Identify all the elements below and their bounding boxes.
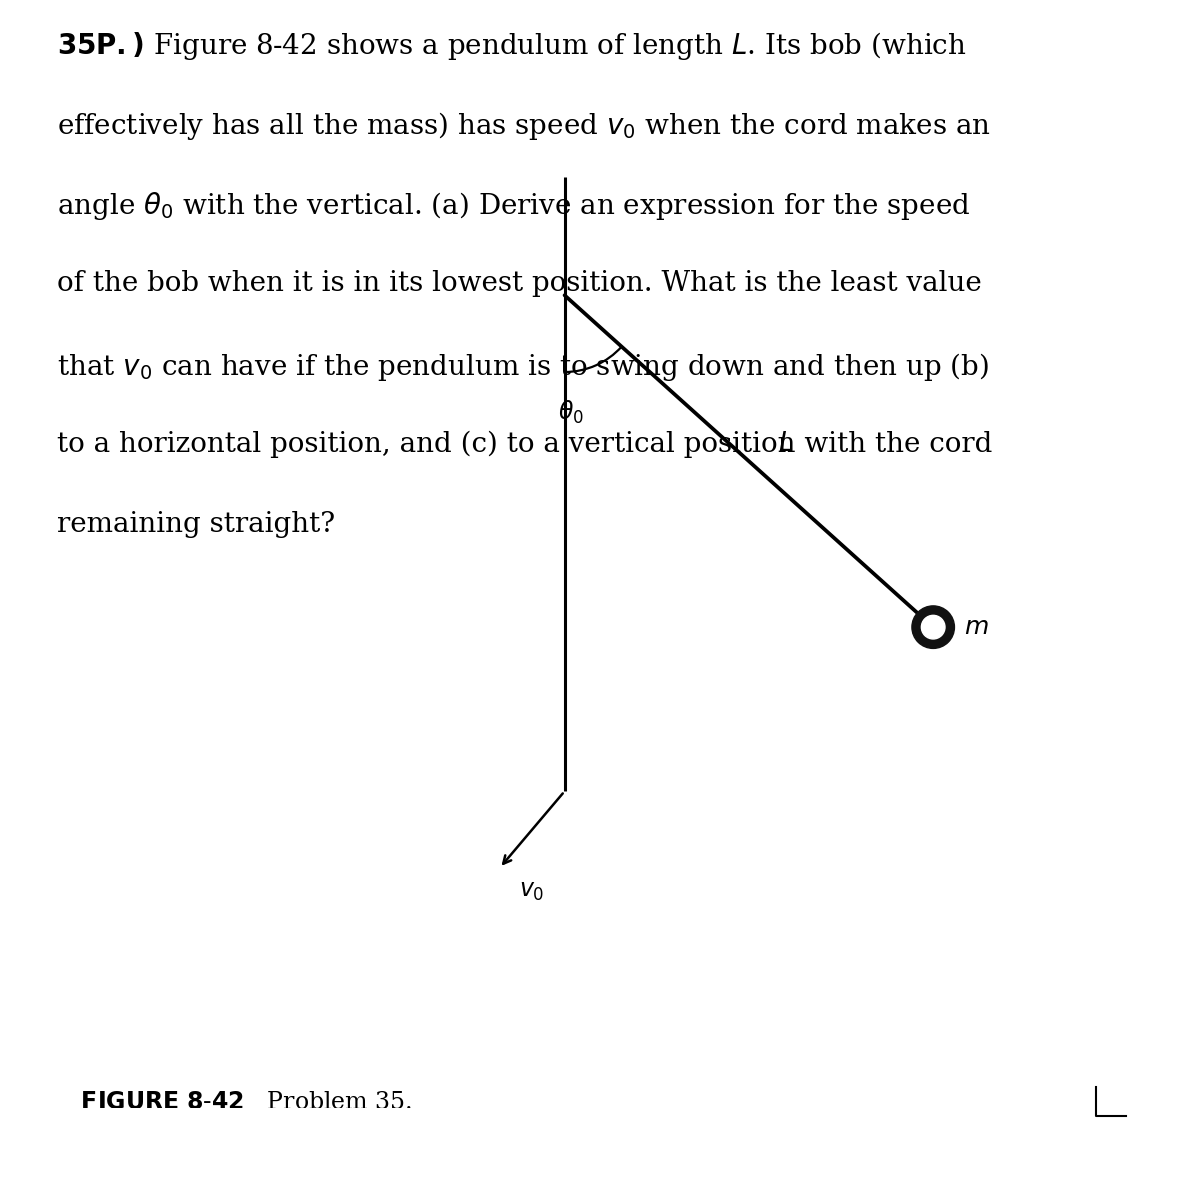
Text: remaining straight?: remaining straight? xyxy=(56,511,335,539)
Text: angle $\theta_0$ with the vertical. (a) Derive an expression for the speed: angle $\theta_0$ with the vertical. (a) … xyxy=(56,190,970,222)
Text: effectively has all the mass) has speed $\it{v}$$_0$ when the cord makes an: effectively has all the mass) has speed … xyxy=(56,110,990,142)
Text: $L$: $L$ xyxy=(779,431,793,456)
Text: $\mathbf{F}_{\mathbf{}}\mathbf{IGURE\ 8\text{-}42}$   Problem 35.: $\mathbf{F}_{\mathbf{}}\mathbf{IGURE\ 8\… xyxy=(80,1088,413,1110)
Text: $m$: $m$ xyxy=(964,615,989,639)
Text: that $\it{v}$$_0$ can have if the pendulum is to swing down and then up (b): that $\it{v}$$_0$ can have if the pendul… xyxy=(56,351,989,383)
Text: to a horizontal position, and (c) to a vertical position with the cord: to a horizontal position, and (c) to a v… xyxy=(56,431,992,458)
Text: $\mathbf{35P.)}$ Figure 8-42 shows a pendulum of length $\it{L}$. Its bob (which: $\mathbf{35P.)}$ Figure 8-42 shows a pen… xyxy=(56,30,966,61)
Circle shape xyxy=(922,615,944,639)
Text: $v_0$: $v_0$ xyxy=(520,880,545,902)
Text: of the bob when it is in its lowest position. What is the least value: of the bob when it is in its lowest posi… xyxy=(56,270,982,298)
Circle shape xyxy=(912,606,954,648)
Text: $\theta_0$: $\theta_0$ xyxy=(558,399,584,426)
